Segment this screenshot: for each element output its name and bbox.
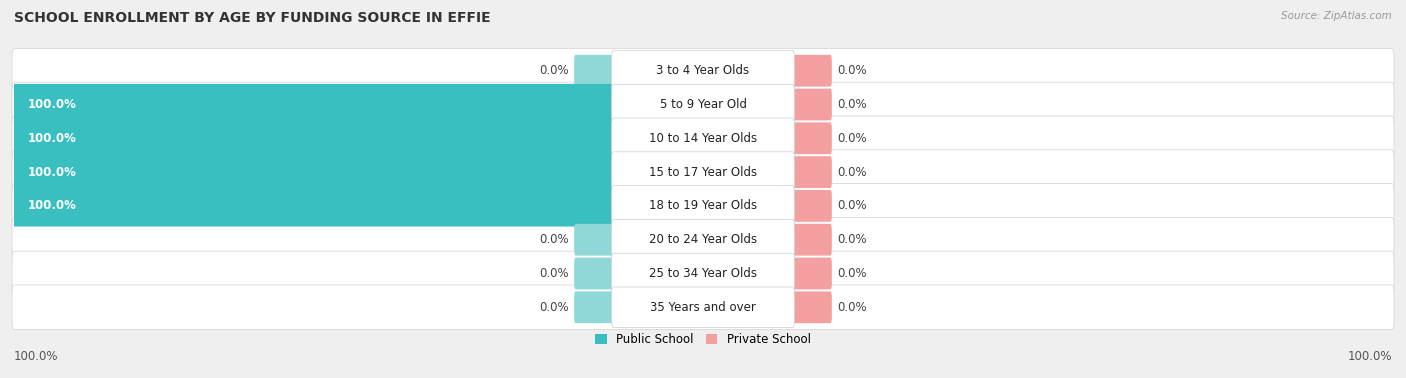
- FancyBboxPatch shape: [792, 156, 832, 188]
- FancyBboxPatch shape: [13, 184, 1393, 228]
- Text: 100.0%: 100.0%: [28, 132, 77, 145]
- Text: 0.0%: 0.0%: [538, 267, 568, 280]
- Text: 100.0%: 100.0%: [28, 200, 77, 212]
- FancyBboxPatch shape: [574, 258, 614, 290]
- FancyBboxPatch shape: [612, 84, 794, 125]
- FancyBboxPatch shape: [792, 224, 832, 256]
- Text: 3 to 4 Year Olds: 3 to 4 Year Olds: [657, 64, 749, 77]
- Text: 0.0%: 0.0%: [838, 132, 868, 145]
- FancyBboxPatch shape: [13, 84, 616, 125]
- FancyBboxPatch shape: [13, 185, 616, 226]
- FancyBboxPatch shape: [13, 152, 616, 193]
- Text: 0.0%: 0.0%: [838, 98, 868, 111]
- FancyBboxPatch shape: [612, 186, 794, 226]
- Text: 10 to 14 Year Olds: 10 to 14 Year Olds: [650, 132, 756, 145]
- FancyBboxPatch shape: [13, 150, 1393, 194]
- FancyBboxPatch shape: [13, 217, 1393, 262]
- FancyBboxPatch shape: [13, 285, 1393, 330]
- Text: 5 to 9 Year Old: 5 to 9 Year Old: [659, 98, 747, 111]
- Text: 100.0%: 100.0%: [1347, 350, 1392, 363]
- FancyBboxPatch shape: [574, 224, 614, 256]
- FancyBboxPatch shape: [13, 251, 1393, 296]
- FancyBboxPatch shape: [13, 48, 1393, 93]
- Text: 15 to 17 Year Olds: 15 to 17 Year Olds: [650, 166, 756, 178]
- Text: 0.0%: 0.0%: [838, 301, 868, 314]
- FancyBboxPatch shape: [612, 118, 794, 159]
- Text: 0.0%: 0.0%: [838, 166, 868, 178]
- Text: Source: ZipAtlas.com: Source: ZipAtlas.com: [1281, 11, 1392, 21]
- Text: 0.0%: 0.0%: [838, 64, 868, 77]
- Text: 100.0%: 100.0%: [14, 350, 59, 363]
- FancyBboxPatch shape: [13, 116, 1393, 161]
- Text: 100.0%: 100.0%: [28, 98, 77, 111]
- Text: 0.0%: 0.0%: [538, 301, 568, 314]
- FancyBboxPatch shape: [792, 55, 832, 87]
- Text: 18 to 19 Year Olds: 18 to 19 Year Olds: [650, 200, 756, 212]
- Text: 25 to 34 Year Olds: 25 to 34 Year Olds: [650, 267, 756, 280]
- Text: 0.0%: 0.0%: [838, 200, 868, 212]
- Text: 0.0%: 0.0%: [538, 233, 568, 246]
- Text: 20 to 24 Year Olds: 20 to 24 Year Olds: [650, 233, 756, 246]
- FancyBboxPatch shape: [792, 291, 832, 323]
- Text: 100.0%: 100.0%: [28, 166, 77, 178]
- FancyBboxPatch shape: [612, 219, 794, 260]
- FancyBboxPatch shape: [792, 122, 832, 154]
- FancyBboxPatch shape: [792, 258, 832, 290]
- FancyBboxPatch shape: [792, 88, 832, 120]
- FancyBboxPatch shape: [612, 287, 794, 328]
- Text: SCHOOL ENROLLMENT BY AGE BY FUNDING SOURCE IN EFFIE: SCHOOL ENROLLMENT BY AGE BY FUNDING SOUR…: [14, 11, 491, 25]
- FancyBboxPatch shape: [792, 190, 832, 222]
- Text: 0.0%: 0.0%: [838, 233, 868, 246]
- Text: 0.0%: 0.0%: [538, 64, 568, 77]
- FancyBboxPatch shape: [612, 253, 794, 294]
- FancyBboxPatch shape: [612, 152, 794, 192]
- FancyBboxPatch shape: [574, 55, 614, 87]
- FancyBboxPatch shape: [574, 291, 614, 323]
- FancyBboxPatch shape: [612, 50, 794, 91]
- FancyBboxPatch shape: [13, 118, 616, 159]
- Text: 35 Years and over: 35 Years and over: [650, 301, 756, 314]
- Text: 0.0%: 0.0%: [838, 267, 868, 280]
- Legend: Public School, Private School: Public School, Private School: [592, 330, 814, 350]
- FancyBboxPatch shape: [13, 82, 1393, 127]
